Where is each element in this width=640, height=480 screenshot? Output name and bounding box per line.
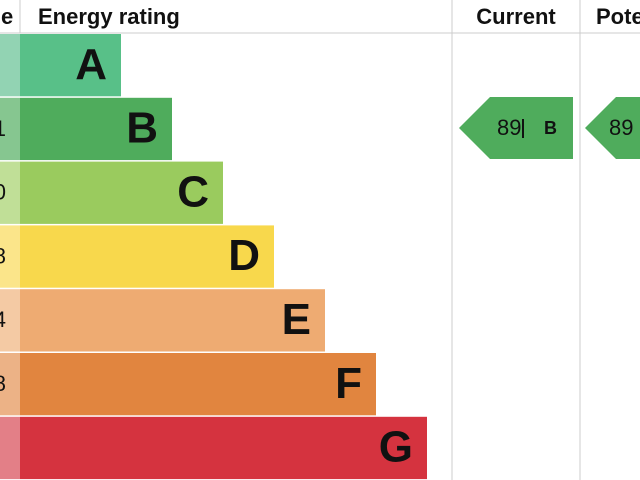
- score-cell: [0, 416, 20, 480]
- band-bar: [20, 289, 325, 352]
- potential-value: 89: [609, 115, 633, 140]
- score-header: e: [1, 4, 13, 29]
- band-letter: E: [282, 295, 311, 344]
- bands: AB 1 C 0 D 8 E 4 F 8 G: [0, 34, 427, 480]
- current-header: Current: [476, 4, 556, 29]
- score-fragment: 4: [0, 307, 6, 332]
- band-letter: F: [335, 359, 362, 408]
- score-fragment: 8: [0, 371, 6, 396]
- current-value: 89: [497, 115, 521, 140]
- band-letter: D: [228, 231, 260, 280]
- score-cell: [0, 97, 20, 161]
- band-bar: [20, 161, 223, 224]
- score-cell: [0, 353, 20, 416]
- band-letter: G: [379, 423, 413, 472]
- band-letter: A: [75, 40, 107, 89]
- band-bar: [20, 97, 172, 161]
- score-cell: [0, 225, 20, 288]
- band-letter: B: [126, 104, 158, 153]
- band-bar: [20, 225, 274, 288]
- band-bar: [20, 416, 427, 480]
- score-cell: [0, 34, 20, 97]
- current-band: B: [544, 118, 557, 138]
- score-cell: [0, 161, 20, 224]
- band-bar: [20, 34, 121, 97]
- band-bar: [20, 353, 376, 416]
- potential-arrow: [585, 97, 640, 159]
- band-letter: C: [177, 167, 209, 216]
- score-fragment: 1: [0, 116, 6, 141]
- score-fragment: 8: [0, 243, 6, 268]
- score-fragment: 0: [0, 180, 6, 205]
- score-cell: [0, 289, 20, 352]
- rating-header: Energy rating: [38, 4, 180, 29]
- current-arrow: [459, 97, 573, 159]
- potential-header: Pote: [596, 4, 640, 29]
